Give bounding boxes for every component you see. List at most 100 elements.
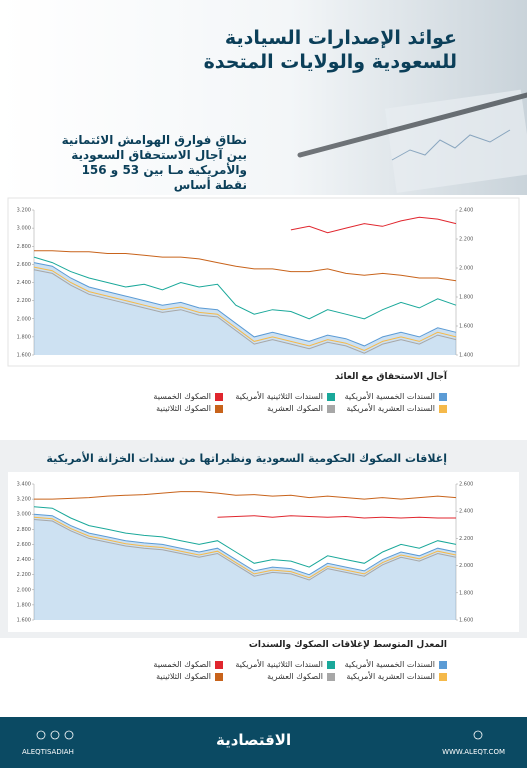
annotation: نطاق فوارق الهوامش الائتمانية بين آجال ال… bbox=[7, 133, 247, 193]
legend-swatch bbox=[327, 672, 335, 681]
chart1-frame bbox=[7, 197, 520, 367]
legend-item: الصكوك العشرية bbox=[267, 404, 335, 413]
y-tick-label: 2.800 bbox=[17, 527, 31, 533]
legend-swatch bbox=[439, 404, 447, 413]
annotation-line: بين آجال الاستحقاق السعودية bbox=[71, 148, 247, 162]
legend-label: السندات الثلاثينية الأمريكية bbox=[235, 660, 323, 669]
legend-label: السندات الخمسية الأمريكية bbox=[344, 660, 435, 669]
y2-tick-label: 1.800 bbox=[459, 590, 473, 596]
legend-swatch bbox=[327, 404, 335, 413]
y2-tick-label: 2.000 bbox=[459, 563, 473, 569]
legend-item: السندات العشرية الأمريكية bbox=[346, 672, 447, 681]
legend-swatch bbox=[327, 392, 335, 401]
website: WWW.ALEQT.COM bbox=[442, 748, 505, 756]
series-line bbox=[33, 516, 457, 579]
series-line bbox=[34, 250, 457, 282]
legend-label: الصكوك الثلاثينية bbox=[156, 404, 211, 413]
y-tick-label: 3.000 bbox=[17, 226, 31, 232]
y-tick-label: 1.600 bbox=[17, 353, 31, 359]
series-line bbox=[33, 262, 457, 347]
annotation-line: نقطة أساس bbox=[173, 178, 247, 192]
y2-tick-label: 2.200 bbox=[459, 237, 473, 243]
y-tick-label: 2.200 bbox=[17, 572, 31, 578]
legend-title: آجال الاستحقاق مع العائد bbox=[334, 372, 447, 382]
y-tick-label: 1.600 bbox=[17, 618, 31, 624]
legend-title: المعدل المتوسط لإغلاقات الصكوك والسندات bbox=[248, 640, 447, 650]
legend-label: الصكوك العشرية bbox=[267, 404, 323, 413]
y-tick-label: 2.000 bbox=[17, 587, 31, 593]
y2-tick-label: 2.400 bbox=[459, 509, 473, 515]
legend-swatch bbox=[215, 660, 223, 669]
legend-label: الصكوك الخمسية bbox=[153, 392, 211, 401]
y2-tick-label: 1.800 bbox=[459, 295, 473, 301]
social-icons bbox=[36, 730, 483, 740]
legend-swatch bbox=[439, 392, 447, 401]
legend-item: السندات الثلاثينية الأمريكية bbox=[235, 392, 335, 401]
pen-illustration bbox=[297, 89, 527, 193]
legend-swatch bbox=[439, 672, 447, 681]
legend-item: السندات العشرية الأمريكية bbox=[346, 404, 447, 413]
legend-label: الصكوك العشرية bbox=[267, 672, 323, 681]
y2-tick-label: 2.400 bbox=[459, 208, 473, 214]
title-line: عوائد الإصدارات السيادية bbox=[224, 27, 457, 49]
legend-label: السندات العشرية الأمريكية bbox=[346, 404, 435, 413]
y2-tick-label: 2.000 bbox=[459, 266, 473, 272]
header-title: عوائد الإصدارات السيادية للسعودية والولا… bbox=[137, 26, 457, 74]
legend-swatch bbox=[215, 404, 223, 413]
y-tick-label: 3.000 bbox=[17, 512, 31, 518]
legend-item: الصكوك العشرية bbox=[267, 672, 335, 681]
annotation-line: نطاق فوارق الهوامش الائتمانية bbox=[61, 133, 247, 147]
series-line bbox=[33, 519, 457, 581]
series-area bbox=[34, 262, 456, 355]
y2-tick-label: 1.600 bbox=[459, 618, 473, 624]
y-tick-label: 1.800 bbox=[17, 602, 31, 608]
y-tick-label: 2.000 bbox=[17, 316, 31, 322]
footer-bg bbox=[0, 717, 527, 768]
legend-swatch bbox=[215, 672, 223, 681]
legend-swatch bbox=[215, 392, 223, 401]
series-line bbox=[33, 266, 457, 352]
series-area bbox=[34, 514, 456, 620]
social-handle: ALEQTISADIAH bbox=[22, 748, 74, 756]
legend-item: الصكوك الثلاثينية bbox=[156, 404, 223, 413]
series-line bbox=[217, 515, 456, 519]
legend-item: السندات الخمسية الأمريكية bbox=[345, 660, 447, 669]
series-line bbox=[33, 256, 457, 320]
title-line: للسعودية والولايات المتحدة bbox=[203, 51, 457, 73]
y-tick-label: 2.800 bbox=[17, 244, 31, 250]
legend-item: السندات الخمسية الأمريكية bbox=[345, 392, 447, 401]
logo: الاقتصادية bbox=[216, 731, 292, 749]
y-tick-label: 1.800 bbox=[17, 334, 31, 340]
y2-tick-label: 2.200 bbox=[459, 536, 473, 542]
y2-tick-label: 2.600 bbox=[459, 482, 473, 488]
legend-swatch bbox=[327, 660, 335, 669]
legend-item: السندات الثلاثينية الأمريكية bbox=[235, 660, 335, 669]
series-line bbox=[33, 513, 457, 576]
legend-swatch bbox=[439, 660, 447, 669]
chart2-frame bbox=[8, 472, 519, 632]
y-tick-label: 3.400 bbox=[17, 482, 31, 488]
y-tick-label: 2.400 bbox=[17, 557, 31, 563]
y-tick-label: 2.200 bbox=[17, 298, 31, 304]
annotation-line: والأمريكية مـا بين 53 و 156 bbox=[81, 163, 247, 177]
legend-item: الصكوك الخمسية bbox=[153, 392, 223, 401]
y2-tick-label: 1.400 bbox=[459, 353, 473, 359]
legend-label: الصكوك الخمسية bbox=[153, 660, 211, 669]
y-tick-label: 3.200 bbox=[17, 497, 31, 503]
y-tick-label: 3.200 bbox=[17, 208, 31, 214]
legend-label: السندات الخمسية الأمريكية bbox=[344, 392, 435, 401]
y-tick-label: 2.600 bbox=[17, 542, 31, 548]
chart2-title: إغلاقات الصكوك الحكومية السعودية ونظيرات… bbox=[46, 452, 447, 465]
legend-item: الصكوك الثلاثينية bbox=[156, 672, 223, 681]
series-line bbox=[34, 491, 457, 500]
series-line bbox=[290, 216, 457, 234]
legend-label: السندات الثلاثينية الأمريكية bbox=[235, 392, 323, 401]
y-tick-label: 2.600 bbox=[17, 262, 31, 268]
y-tick-label: 2.400 bbox=[17, 280, 31, 286]
y2-tick-label: 1.600 bbox=[459, 324, 473, 330]
legend-item: الصكوك الخمسية bbox=[153, 660, 223, 669]
series-line bbox=[33, 269, 457, 354]
legend-label: السندات العشرية الأمريكية bbox=[346, 672, 435, 681]
